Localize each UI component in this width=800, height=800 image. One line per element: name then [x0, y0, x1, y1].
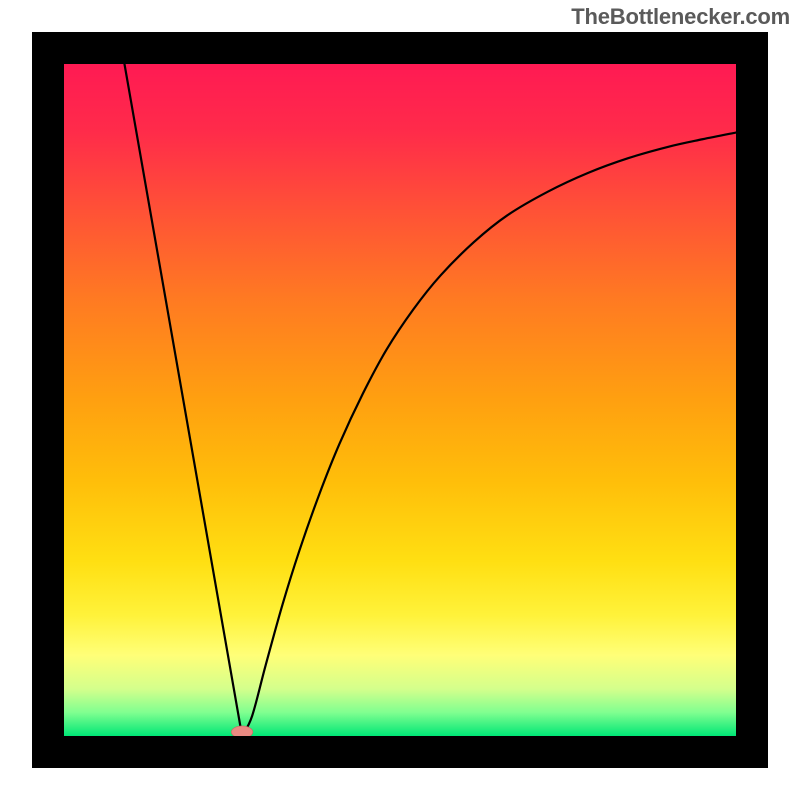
- attribution-text: TheBottlenecker.com: [571, 4, 790, 30]
- chart-svg: [0, 0, 800, 800]
- chart-container: TheBottlenecker.com: [0, 0, 800, 800]
- gradient-background: [64, 64, 736, 736]
